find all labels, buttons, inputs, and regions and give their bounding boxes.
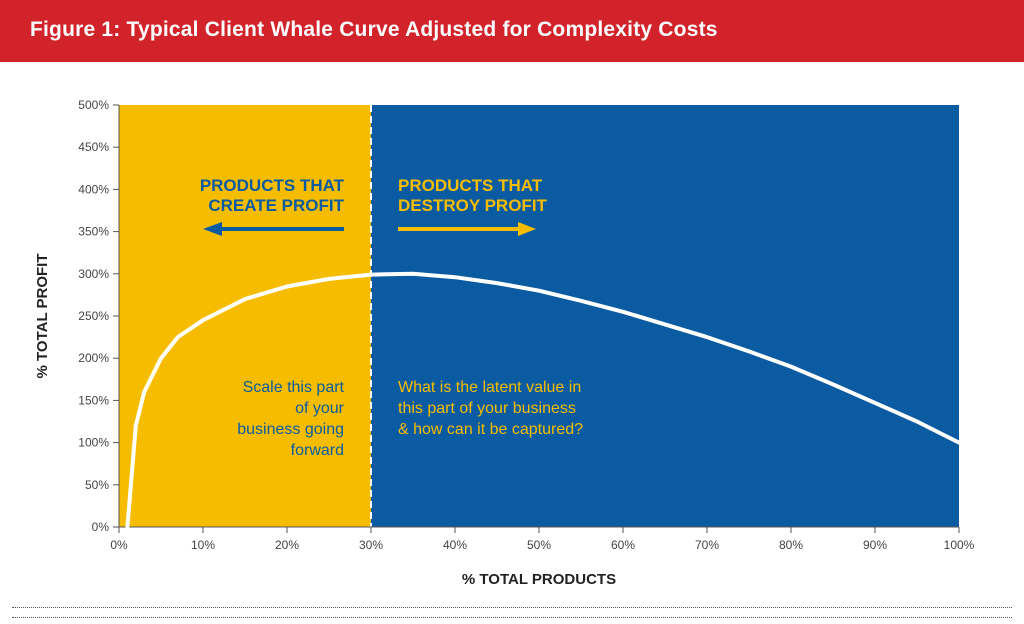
create-profit-note: business going — [237, 421, 344, 438]
x-tick-label: 50% — [527, 538, 551, 552]
title-bar: Figure 1: Typical Client Whale Curve Adj… — [0, 0, 1024, 62]
create-profit-note: forward — [291, 442, 344, 459]
y-tick-label: 0% — [92, 520, 110, 534]
y-tick-label: 350% — [78, 225, 109, 239]
x-tick-label: 10% — [191, 538, 215, 552]
y-tick-label: 400% — [78, 182, 109, 196]
x-tick-label: 40% — [443, 538, 467, 552]
destroy-profit-heading: DESTROY PROFIT — [398, 196, 548, 215]
x-tick-label: 20% — [275, 538, 299, 552]
create-profit-region — [119, 105, 371, 527]
dotted-divider-bottom — [12, 617, 1012, 618]
y-tick-label: 300% — [78, 267, 109, 281]
x-tick-label: 70% — [695, 538, 719, 552]
create-profit-note: of your — [295, 400, 345, 417]
y-tick-label: 150% — [78, 393, 109, 407]
destroy-profit-note: What is the latent value in — [398, 379, 581, 396]
destroy-profit-region — [371, 105, 959, 527]
x-tick-label: 0% — [110, 538, 128, 552]
y-axis-title: % TOTAL PROFIT — [34, 253, 51, 378]
x-tick-label: 30% — [359, 538, 383, 552]
x-tick-label: 90% — [863, 538, 887, 552]
x-tick-label: 80% — [779, 538, 803, 552]
destroy-profit-heading: PRODUCTS THAT — [398, 176, 543, 195]
x-axis-title: % TOTAL PRODUCTS — [462, 571, 616, 588]
create-profit-heading: PRODUCTS THAT — [200, 176, 345, 195]
destroy-profit-note: & how can it be captured? — [398, 421, 583, 438]
whale-curve-line — [125, 271, 961, 529]
right-arrow-head — [518, 222, 536, 236]
y-tick-label: 200% — [78, 351, 109, 365]
y-tick-label: 250% — [78, 309, 109, 323]
y-tick-label: 500% — [78, 98, 109, 112]
whale-curve-chart: 0% 50% 100% 150% 200% 250% 300% 350% 400% 450% 500… — [34, 98, 975, 588]
left-arrow-head — [203, 222, 222, 236]
create-profit-note: Scale this part — [243, 379, 345, 396]
create-profit-heading: CREATE PROFIT — [208, 196, 344, 215]
y-tick-label: 100% — [78, 436, 109, 450]
y-tick-label: 50% — [85, 478, 109, 492]
dotted-divider-top — [12, 607, 1012, 608]
destroy-profit-note: this part of your business — [398, 400, 576, 417]
figure-title: Figure 1: Typical Client Whale Curve Adj… — [30, 18, 718, 41]
x-tick-label: 100% — [944, 538, 975, 552]
y-tick-label: 450% — [78, 140, 109, 154]
x-tick-label: 60% — [611, 538, 635, 552]
